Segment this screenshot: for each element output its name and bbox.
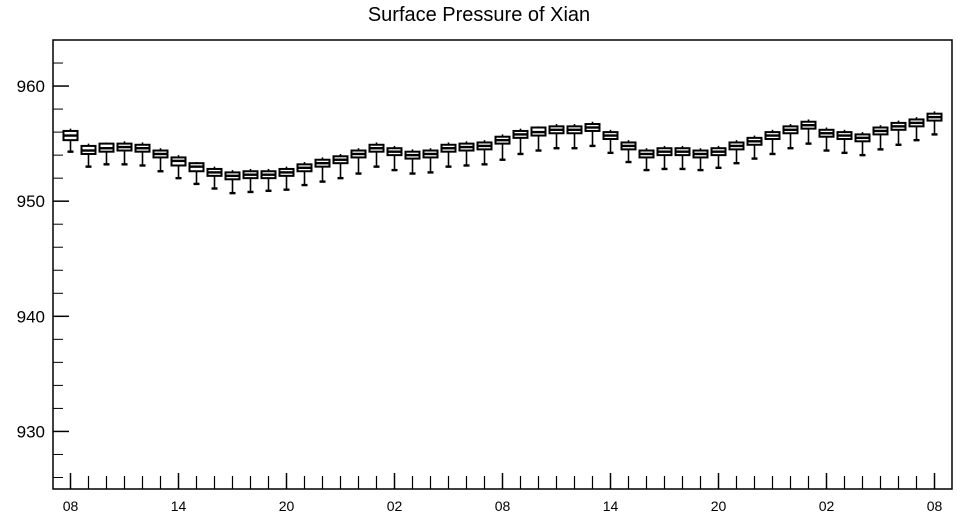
box-18 [386,145,403,172]
box-series [62,111,943,195]
box-32 [638,148,655,172]
box-16 [350,148,367,175]
box-12 [278,166,295,191]
box-14 [314,157,331,183]
x-tick-label: 02 [819,498,835,514]
box-45 [872,125,889,151]
box-1 [80,143,97,168]
x-axis: 08 14 20 02 08 14 20 02 08 [63,473,943,514]
box-24 [494,134,511,161]
x-tick-label: 20 [711,498,727,514]
box-17 [368,142,385,168]
box-6 [170,155,187,180]
y-tick-label: 930 [17,422,45,441]
box-48 [926,111,943,136]
box-23 [476,140,493,166]
box-22 [458,141,475,167]
x-tick-label: 20 [279,498,295,514]
box-44 [854,132,871,157]
box-11 [260,168,277,193]
x-tick-label: 08 [495,498,511,514]
y-tick-label: 960 [17,77,45,96]
box-34 [674,145,691,171]
box-33 [656,145,673,171]
box-13 [296,162,313,187]
x-tick-label: 08 [927,498,943,514]
x-tick-label: 08 [63,498,79,514]
y-tick-label: 950 [17,192,45,211]
box-43 [836,129,853,155]
box-15 [332,153,349,180]
box-8 [206,166,223,190]
box-42 [818,127,835,152]
box-30 [602,129,619,155]
x-tick-label: 14 [603,498,619,514]
box-36 [710,145,727,169]
box-25 [512,128,529,156]
plot-frame [52,39,953,490]
box-20 [422,148,439,174]
chart-title: Surface Pressure of Xian [367,4,591,26]
box-47 [908,117,925,142]
box-31 [620,140,637,164]
box-21 [440,142,457,168]
y-tick-label: 940 [17,307,45,326]
box-46 [890,120,907,146]
box-0 [62,128,79,153]
box-39 [764,129,781,156]
box-9 [224,170,241,195]
box-2 [98,142,115,166]
y-axis: 930 940 950 960 [17,39,69,478]
box-19 [404,149,421,175]
box-7 [188,162,205,186]
box-38 [746,135,763,160]
box-29 [584,121,601,148]
box-37 [728,140,745,165]
x-tick-label: 14 [171,498,187,514]
box-35 [692,148,709,172]
x-tick-label: 02 [387,498,403,514]
box-40 [782,124,799,150]
box-41 [800,119,817,145]
box-28 [566,124,583,150]
box-26 [530,126,547,152]
box-3 [116,141,133,166]
box-5 [152,148,169,173]
box-10 [242,168,259,194]
box-4 [134,142,151,167]
box-27 [548,124,565,150]
